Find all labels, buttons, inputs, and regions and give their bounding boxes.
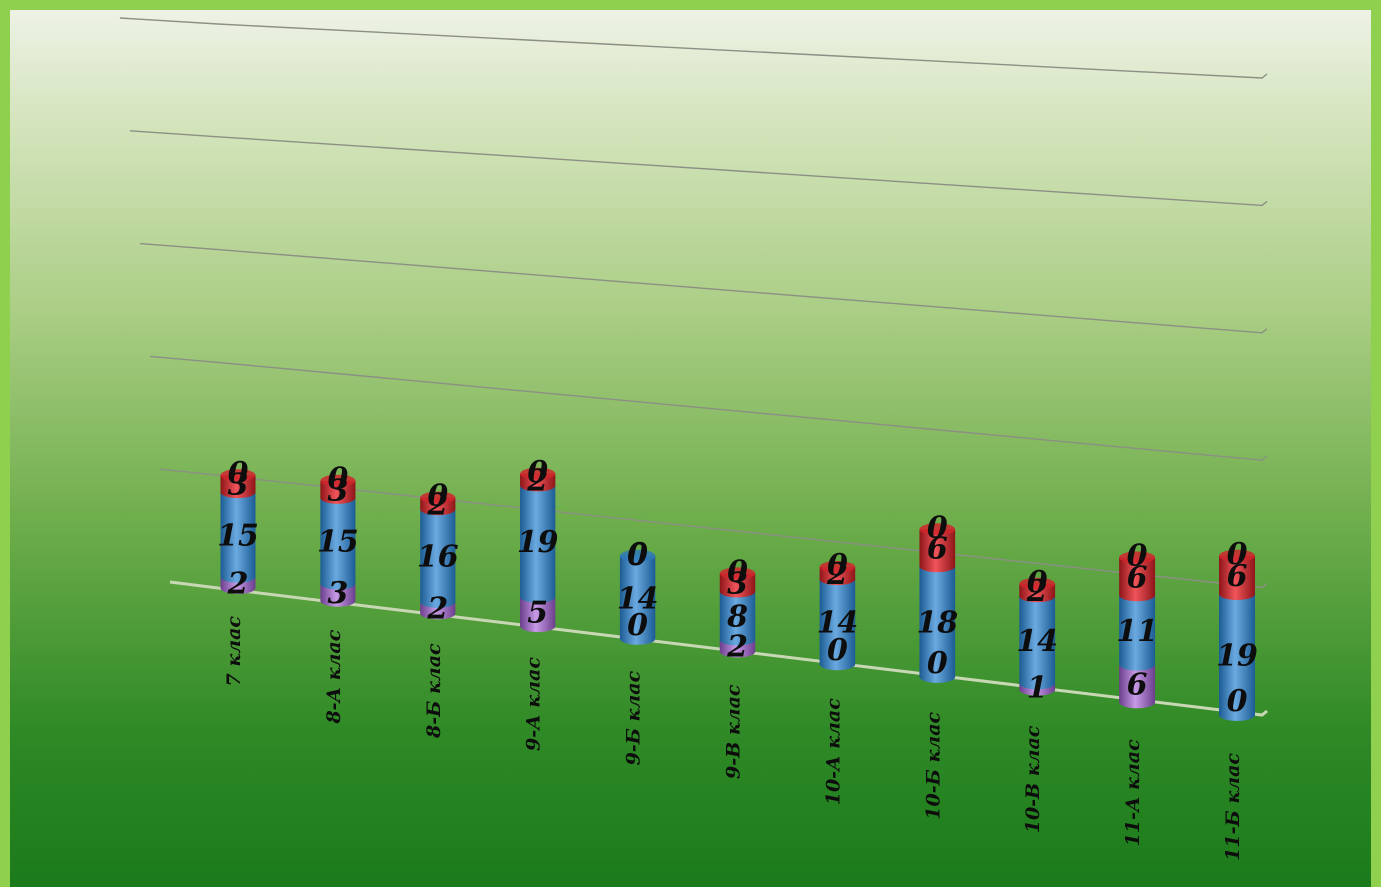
data-label: 0: [727, 554, 748, 589]
bar-segment: [1219, 593, 1255, 721]
data-label: 6: [1127, 667, 1148, 702]
data-labels: 2153031530216205192001400283001420018601…: [217, 455, 1258, 719]
category-label: 11-Б клас: [1222, 753, 1244, 861]
category-label: 9-Б клас: [623, 670, 645, 765]
bar-segment: [919, 566, 956, 683]
data-label: 3: [327, 576, 348, 611]
data-label: 6: [1127, 560, 1148, 595]
data-label: 5: [527, 595, 548, 630]
bar-segment: [420, 509, 456, 608]
data-label: 0: [427, 479, 448, 514]
category-label: 10-А клас: [822, 698, 844, 805]
data-label: 2: [726, 629, 748, 664]
bar-segment: [320, 497, 356, 590]
gridline: [149, 355, 1268, 461]
data-label: 3: [228, 468, 249, 503]
data-label: 11: [1116, 614, 1158, 649]
data-label: 14: [617, 581, 659, 616]
bar-segment: [220, 475, 256, 499]
bar-segment: [520, 596, 556, 633]
category-label: 10-Б клас: [922, 711, 944, 819]
bar-cap: [719, 567, 756, 580]
data-label: 15: [317, 525, 359, 560]
bar-cap: [619, 549, 656, 562]
category-label: 11-А клас: [1122, 739, 1144, 846]
data-label: 0: [627, 537, 648, 572]
bar-segment: [619, 555, 656, 645]
bar-cap: [1019, 577, 1056, 590]
data-label: 2: [1026, 574, 1048, 609]
data-label: 2: [426, 592, 448, 627]
bar-cap: [919, 523, 956, 536]
bar-cap: [819, 560, 856, 573]
bar-segment: [719, 573, 756, 598]
category-label: 9-А клас: [523, 657, 545, 751]
stacked-bar-chart: 2153031530216205192001400283001420018601…: [119, 17, 1268, 861]
data-label: 0: [1227, 684, 1248, 719]
data-label: 0: [927, 510, 948, 545]
bar-cap: [520, 467, 556, 480]
data-label: 0: [1127, 538, 1148, 573]
bar-segment: [320, 480, 356, 504]
gridline: [119, 17, 1268, 79]
data-label: 2: [826, 557, 848, 592]
data-label: 3: [727, 566, 748, 601]
data-label: 19: [1216, 638, 1258, 673]
data-label: 0: [527, 455, 548, 490]
data-label: 0: [228, 456, 249, 491]
bar-cap: [1219, 549, 1255, 562]
category-label: 10-В клас: [1022, 725, 1044, 833]
data-label: 2: [526, 464, 548, 499]
chart-area: 2 15 3 0 3 15 3 0 2 16 2 0 5 19 2 0 0 14 0 0 2 8 3 0 0 14 2 0 0 18 6 0 1…: [10, 10, 1371, 887]
bar-cap: [1119, 551, 1156, 564]
bar-segment: [1019, 596, 1056, 690]
data-label: 19: [517, 525, 559, 560]
gridline: [129, 130, 1268, 207]
data-label: 0: [327, 462, 348, 497]
category-label: 8-Б клас: [423, 643, 445, 739]
data-label: 18: [916, 606, 958, 641]
data-label: 2: [426, 487, 448, 522]
bar-segment: [719, 591, 756, 646]
category-label: 7 клас: [223, 616, 245, 687]
bar-cap: [320, 474, 356, 487]
data-label: 15: [217, 518, 259, 553]
data-label: 14: [1016, 624, 1058, 659]
data-label: 3: [327, 473, 348, 508]
data-label: 6: [1227, 559, 1248, 594]
data-label: 8: [726, 599, 748, 634]
bar-segment: [1219, 555, 1255, 600]
bar-segment: [320, 583, 356, 607]
category-label: 9-В клас: [723, 684, 745, 779]
data-label: 0: [627, 538, 648, 573]
bar-cap: [420, 491, 456, 504]
bar-segment: [1119, 595, 1156, 671]
data-label: 0: [827, 633, 848, 668]
bar-segment: [1119, 557, 1156, 602]
bar-segment: [220, 492, 256, 583]
category-label: 8-А клас: [323, 629, 345, 724]
data-label: 0: [1227, 537, 1248, 572]
bars: [220, 467, 1255, 721]
data-label: 6: [927, 532, 948, 567]
category-labels: 7 клас 8-А клас 8-Б клас 9-А клас 9-Б клас 9-…: [223, 616, 1244, 861]
bar-cap: [220, 469, 256, 482]
gridline: [159, 468, 1268, 589]
data-label: 2: [227, 566, 249, 601]
data-label: 14: [817, 606, 859, 641]
data-label: 0: [927, 646, 948, 681]
data-label: 0: [627, 608, 648, 643]
data-label: 0: [827, 548, 848, 583]
gridlines: [119, 17, 1268, 717]
gridline: [139, 242, 1268, 334]
bar-segment: [819, 579, 856, 671]
data-label: 16: [417, 540, 459, 575]
bar-segment: [919, 529, 956, 573]
data-label: 0: [1027, 565, 1048, 600]
bar-segment: [1119, 664, 1156, 709]
data-label: 1: [1027, 670, 1048, 705]
bar-segment: [520, 485, 556, 603]
